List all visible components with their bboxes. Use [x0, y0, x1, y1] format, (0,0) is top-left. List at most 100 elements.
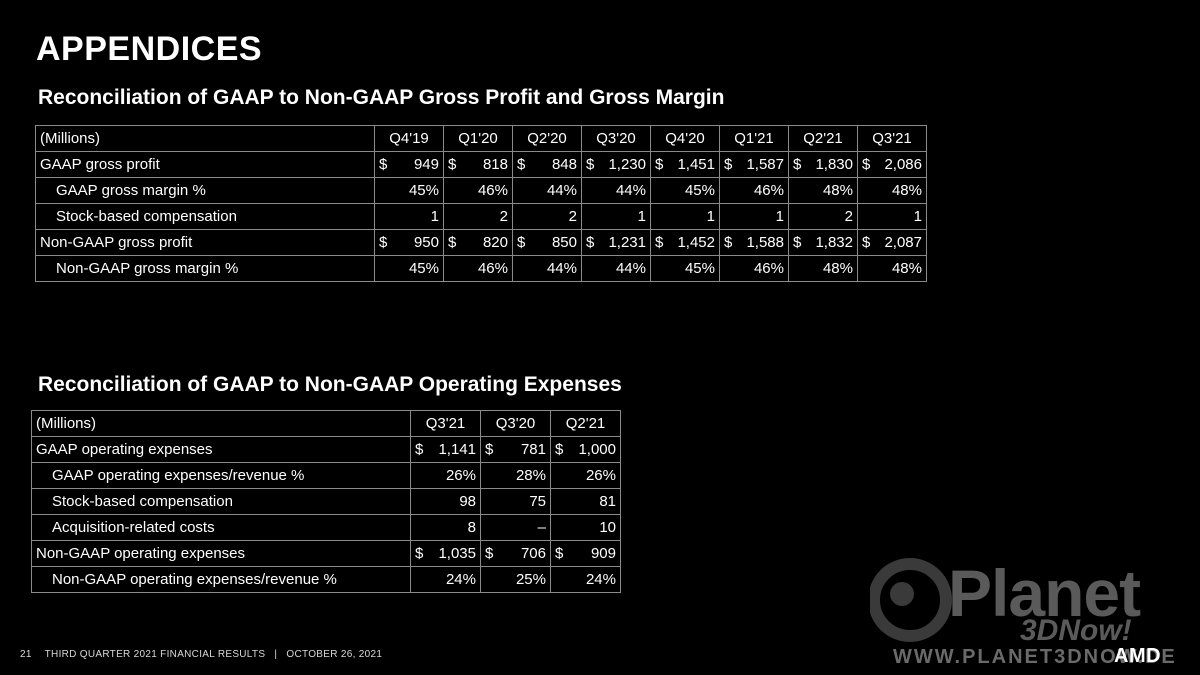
table-row: Non-GAAP operating expenses $1,035 $706 $90… [31, 540, 621, 567]
currency-symbol: $ [655, 156, 664, 173]
table-row: GAAP operating expenses $1,141 $781 $1,000 [31, 436, 621, 463]
value-cell: 1 [650, 203, 720, 230]
value-cell: $1,452 [650, 229, 720, 256]
period-header: Q3'20 [480, 410, 551, 437]
value-cell: 25% [480, 566, 551, 593]
value-cell: 8 [410, 514, 481, 541]
value-text: 2,086 [884, 156, 922, 173]
watermark-brand: Planet [948, 556, 1141, 630]
value-text: 950 [413, 234, 439, 251]
value-cell: 10 [550, 514, 621, 541]
value-cell: 1 [581, 203, 651, 230]
page-number: 21 [20, 649, 32, 660]
value-cell: $949 [374, 151, 444, 178]
row-label: Stock-based compensation [31, 488, 411, 515]
row-label: GAAP operating expenses [31, 436, 411, 463]
row-label: Non-GAAP gross margin % [35, 255, 375, 282]
value-text: 1,452 [677, 234, 715, 251]
value-cell: $848 [512, 151, 582, 178]
value-cell: 44% [581, 255, 651, 282]
opex-heading: Reconciliation of GAAP to Non-GAAP Opera… [38, 373, 622, 396]
value-cell: 1 [374, 203, 444, 230]
deck-title: THIRD QUARTER 2021 FINANCIAL RESULTS [44, 649, 266, 660]
value-cell: 26% [410, 462, 481, 489]
value-cell: 24% [410, 566, 481, 593]
corner-cell: (Millions) [35, 125, 375, 152]
watermark-sub: 3DNow! [1020, 614, 1132, 647]
slide-title: APPENDICES [36, 30, 263, 68]
period-header: Q2'21 [550, 410, 621, 437]
value-cell: $1,451 [650, 151, 720, 178]
deck-date: OCTOBER 26, 2021 [286, 649, 383, 660]
currency-symbol: $ [862, 156, 871, 173]
currency-symbol: $ [485, 441, 494, 458]
value-text: 850 [551, 234, 577, 251]
currency-symbol: $ [485, 545, 494, 562]
value-text: 1,035 [438, 545, 476, 562]
value-cell: $850 [512, 229, 582, 256]
period-header: Q2'21 [788, 125, 858, 152]
value-cell: $1,000 [550, 436, 621, 463]
value-cell: 48% [788, 255, 858, 282]
value-cell: 81 [550, 488, 621, 515]
value-cell: 44% [581, 177, 651, 204]
value-cell: 46% [443, 255, 513, 282]
value-text: 909 [590, 545, 616, 562]
value-cell: 45% [650, 177, 720, 204]
currency-symbol: $ [655, 234, 664, 251]
currency-symbol: $ [862, 234, 871, 251]
slide-footer: 21 THIRD QUARTER 2021 FINANCIAL RESULTS … [20, 649, 382, 660]
value-cell: $820 [443, 229, 513, 256]
gross-profit-table: (Millions) Q4'19 Q1'20 Q2'20 Q3'20 Q4'20 Q1'21… [35, 125, 927, 282]
currency-symbol: $ [724, 156, 733, 173]
table-row: Non-GAAP gross profit $950 $820 $850 $1,231 $… [35, 229, 927, 256]
value-cell: 26% [550, 462, 621, 489]
currency-symbol: $ [448, 234, 457, 251]
value-cell: 44% [512, 177, 582, 204]
currency-symbol: $ [793, 234, 802, 251]
value-text: 848 [551, 156, 577, 173]
value-text: 1,451 [677, 156, 715, 173]
value-cell: $1,231 [581, 229, 651, 256]
value-cell: $2,087 [857, 229, 927, 256]
value-text: 1,832 [815, 234, 853, 251]
value-cell: 48% [857, 177, 927, 204]
value-text: 706 [520, 545, 546, 562]
row-label: GAAP gross profit [35, 151, 375, 178]
value-text: 1,231 [608, 234, 646, 251]
currency-symbol: $ [555, 545, 564, 562]
row-label: Non-GAAP operating expenses [31, 540, 411, 567]
currency-symbol: $ [517, 234, 526, 251]
currency-symbol: $ [379, 234, 388, 251]
value-cell: 2 [512, 203, 582, 230]
value-cell: 44% [512, 255, 582, 282]
amd-logo: AMD [1114, 645, 1162, 667]
value-cell: 46% [719, 255, 789, 282]
table-row: GAAP gross profit $949 $818 $848 $1,230 $1,45… [35, 151, 927, 178]
currency-symbol: $ [415, 545, 424, 562]
value-cell: $781 [480, 436, 551, 463]
value-cell: $909 [550, 540, 621, 567]
currency-symbol: $ [586, 234, 595, 251]
value-cell: 48% [788, 177, 858, 204]
currency-symbol: $ [517, 156, 526, 173]
value-cell: 45% [650, 255, 720, 282]
table-row: GAAP operating expenses/revenue % 26% 28% 2… [31, 462, 621, 489]
currency-symbol: $ [586, 156, 595, 173]
period-header: Q3'21 [410, 410, 481, 437]
value-text: 949 [413, 156, 439, 173]
currency-symbol: $ [555, 441, 564, 458]
table-row: Stock-based compensation 1 2 2 1 1 1 2 1 [35, 203, 927, 230]
period-header: Q4'20 [650, 125, 720, 152]
value-cell: $2,086 [857, 151, 927, 178]
currency-symbol: $ [415, 441, 424, 458]
value-cell: 45% [374, 255, 444, 282]
period-header: Q1'21 [719, 125, 789, 152]
value-cell: 98 [410, 488, 481, 515]
currency-symbol: $ [379, 156, 388, 173]
value-cell: $1,830 [788, 151, 858, 178]
watermark-url: WWW.PLANET3DNOW.DE [893, 646, 1177, 668]
value-cell: 46% [719, 177, 789, 204]
header-row: (Millions) Q3'21 Q3'20 Q2'21 [31, 410, 621, 437]
value-cell: 1 [719, 203, 789, 230]
